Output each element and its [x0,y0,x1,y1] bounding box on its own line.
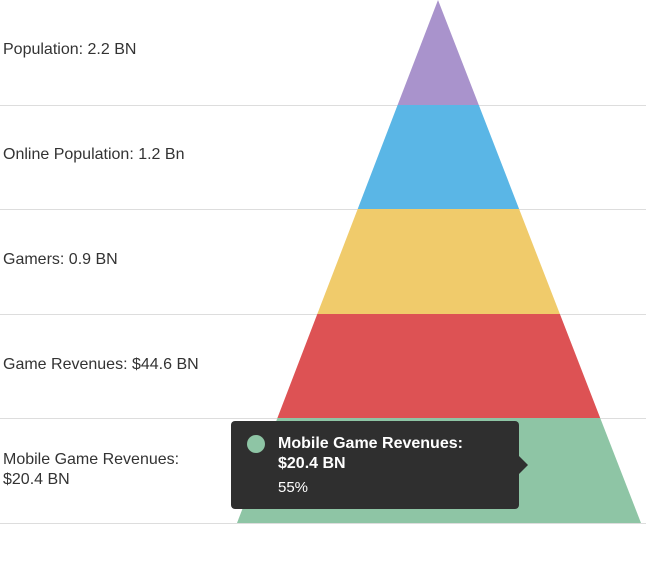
pyramid-segment-1[interactable] [397,0,479,105]
row-label-4: Game Revenues: $44.6 BN [3,356,199,373]
tooltip-color-dot [247,435,265,453]
pyramid-segment-2[interactable] [357,105,520,209]
row-label-3: Gamers: 0.9 BN [3,251,118,268]
row-label-5: Mobile Game Revenues: $20.4 BN [3,451,180,488]
tooltip-title-line2: $20.4 BN [278,455,346,472]
tooltip-percent: 55% [278,479,309,496]
tooltip: Mobile Game Revenues: $20.4 BN 55% [231,421,528,509]
pyramid-segment-4[interactable] [277,314,601,418]
pyramid-segment-3[interactable] [317,209,560,314]
tooltip-title-line1: Mobile Game Revenues: [278,435,463,452]
tooltip-title: Mobile Game Revenues: $20.4 BN [278,434,508,474]
tooltip-arrow [519,456,528,474]
row-label-2: Online Population: 1.2 Bn [3,146,185,163]
row-label-1: Population: 2.2 BN [3,41,137,58]
